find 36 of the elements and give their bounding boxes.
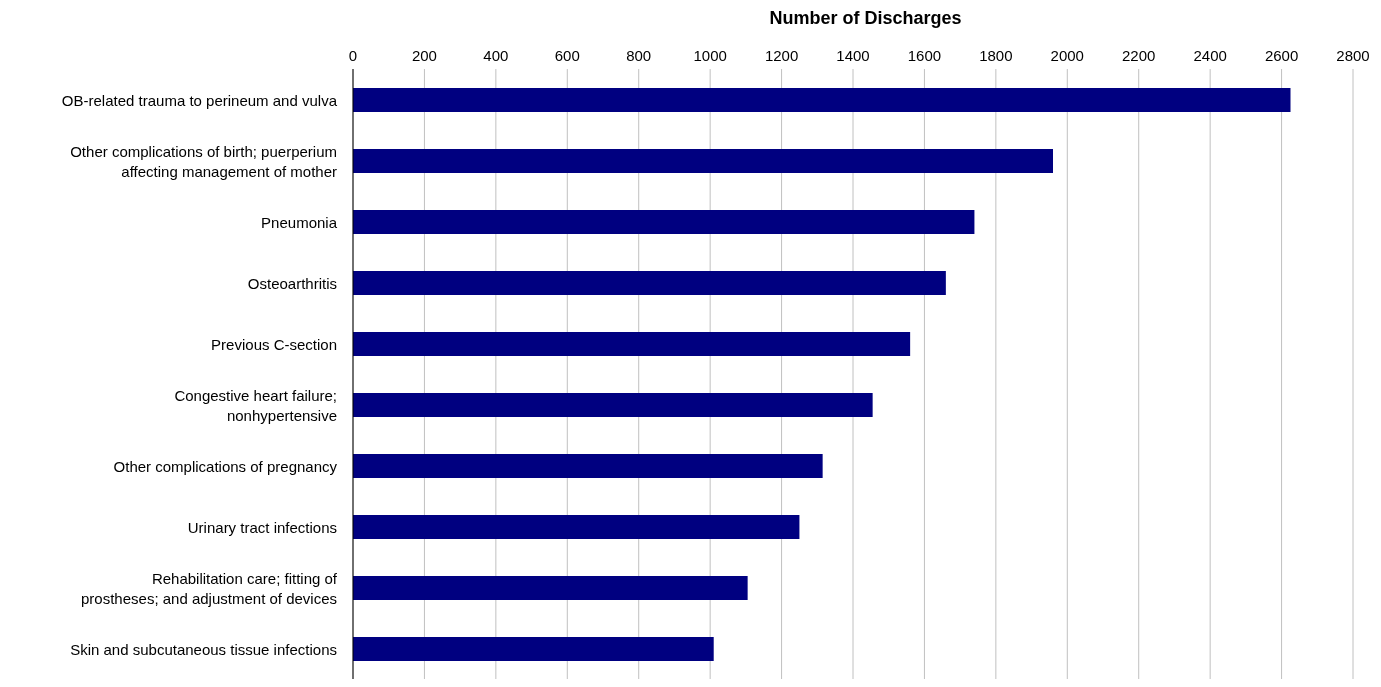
x-tick-label: 2600 (1264, 47, 1299, 64)
bar (353, 88, 1291, 112)
x-tick-label: 1600 (907, 47, 942, 64)
bar (353, 637, 714, 661)
x-axis-title: Number of Discharges (768, 8, 963, 30)
x-tick-label: 0 (348, 47, 358, 64)
y-tick-label: Osteoarthritis (247, 274, 337, 291)
y-tick-label: Other complications of birth; puerperium affecting management of mother (70, 142, 337, 179)
bar (353, 271, 946, 295)
y-tick-label: Urinary tract infections (187, 518, 337, 535)
x-tick-label: 1400 (836, 47, 870, 64)
y-tick-label: OB-related trauma to perineum and vulva (61, 91, 338, 108)
x-tick-label: 1000 (693, 47, 727, 64)
x-tick-label: 2400 (1193, 47, 1227, 64)
bar (353, 210, 975, 234)
x-tick-label: 1200 (764, 47, 799, 64)
x-tick-label: 1800 (979, 47, 1013, 64)
bar (353, 332, 911, 356)
x-tick-label: 400 (483, 47, 509, 64)
bar (353, 515, 800, 539)
bar (353, 149, 1053, 173)
y-tick-label: Rehabilitation care; fitting of prostheses; and adjustment of devices (81, 569, 338, 606)
bar (353, 454, 823, 478)
bar (353, 576, 748, 600)
bar (353, 393, 873, 417)
x-tick-label: 2000 (1050, 47, 1084, 64)
x-tick-label: 200 (411, 47, 437, 64)
x-tick-label: 600 (554, 47, 580, 64)
x-tick-label: 2200 (1122, 47, 1156, 64)
y-tick-label: Previous C-section (211, 335, 337, 352)
x-tick-label: 2800 (1336, 47, 1370, 64)
x-tick-label: 800 (626, 47, 652, 64)
y-tick-label: Pneumonia (261, 213, 338, 230)
y-tick-label: Congestive heart failure; nonhypertensive (174, 386, 337, 423)
y-tick-label: Other complications of pregnancy (113, 457, 338, 474)
y-tick-label: Skin and subcutaneous tissue infections (70, 640, 337, 657)
